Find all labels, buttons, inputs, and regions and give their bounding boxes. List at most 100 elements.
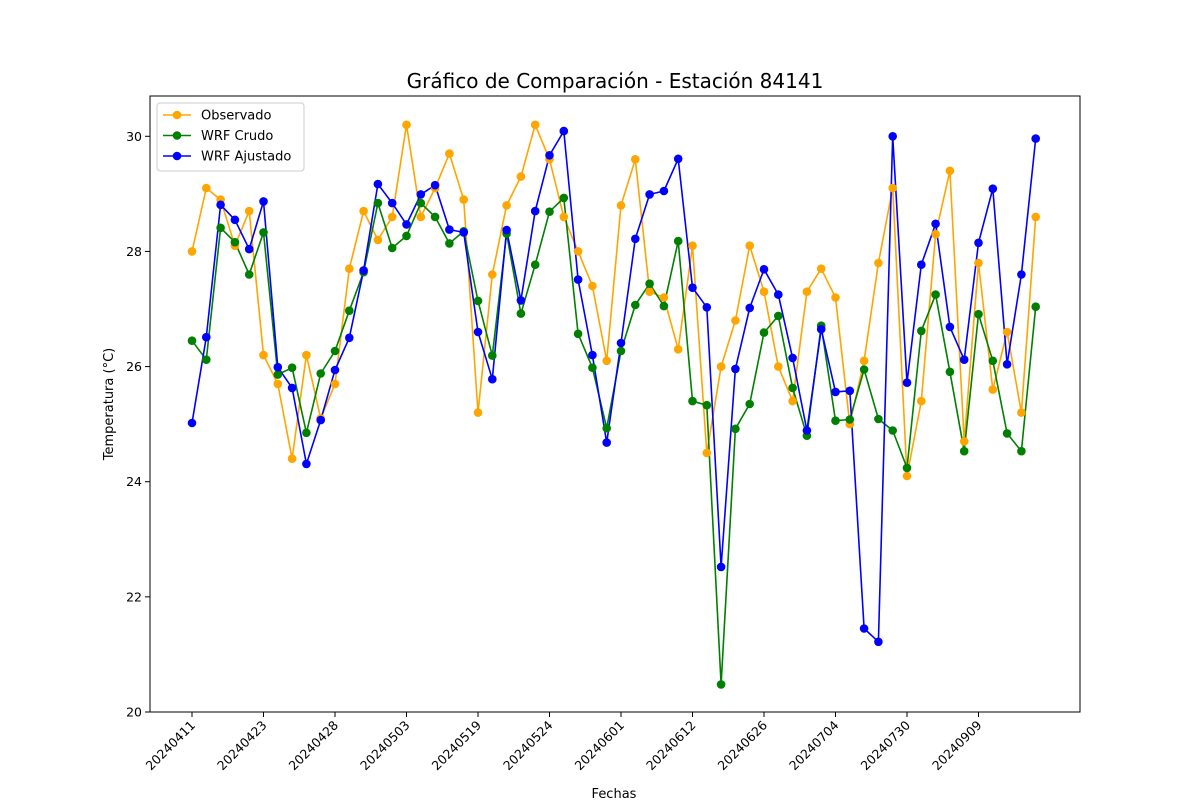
data-point <box>974 238 983 248</box>
legend-entry-label: Observado <box>201 109 272 124</box>
data-point <box>959 446 969 456</box>
legend-entry-label: WRF Ajustado <box>201 150 291 165</box>
data-point <box>488 351 497 360</box>
data-point <box>702 400 712 410</box>
data-point <box>516 172 526 181</box>
data-point <box>402 231 411 241</box>
data-point <box>874 258 883 268</box>
x-axis: 20240411 20240423 20240428 20240503 20240519… <box>143 712 985 773</box>
data-point <box>788 396 797 406</box>
data-point <box>1017 408 1026 417</box>
data-point <box>602 423 611 433</box>
data-point <box>345 264 354 274</box>
data-point <box>945 367 955 377</box>
data-point <box>616 201 626 210</box>
data-point <box>316 369 326 378</box>
data-point <box>1031 134 1040 143</box>
data-point <box>259 350 268 360</box>
data-point <box>645 190 654 199</box>
data-point <box>373 179 383 189</box>
data-point <box>302 459 311 469</box>
y-tick-label: 26 <box>126 359 142 374</box>
series-line-2 <box>191 130 1037 643</box>
data-point <box>974 258 983 268</box>
x-tick-label: 20240730 <box>858 717 914 773</box>
data-point <box>387 243 397 253</box>
data-point <box>588 350 597 360</box>
data-point <box>616 346 626 356</box>
data-point <box>230 237 240 247</box>
data-point <box>244 270 254 279</box>
data-point <box>473 327 483 337</box>
data-point <box>859 365 869 374</box>
data-point <box>788 353 797 363</box>
data-point <box>473 408 483 417</box>
data-point <box>831 293 840 302</box>
data-point <box>345 333 354 343</box>
data-point <box>187 418 197 428</box>
data-point <box>259 197 268 206</box>
x-tick-label: 20240519 <box>429 717 485 773</box>
y-axis-label: Temperatura (°C) <box>102 348 117 461</box>
data-point <box>430 180 440 190</box>
data-point <box>345 306 354 316</box>
data-point <box>673 154 683 164</box>
data-point <box>816 324 826 334</box>
data-point <box>688 283 697 293</box>
data-point <box>445 149 454 158</box>
data-point <box>631 300 640 310</box>
data-point <box>1002 327 1012 337</box>
data-point <box>731 316 740 325</box>
data-point <box>931 290 940 299</box>
data-point <box>731 364 740 374</box>
data-point <box>645 287 654 297</box>
data-point <box>745 399 754 409</box>
legend-box <box>156 102 305 172</box>
data-point <box>588 363 597 373</box>
legend-entry-label: WRF Crudo <box>201 129 273 144</box>
data-point <box>244 244 254 254</box>
data-point <box>774 311 783 321</box>
data-point <box>316 415 326 425</box>
data-point <box>202 183 211 193</box>
legend-swatch-marker <box>172 110 182 120</box>
data-point <box>516 309 526 318</box>
data-point <box>816 264 826 274</box>
data-point <box>330 379 340 389</box>
data-point <box>888 183 897 193</box>
chart-title: Gráfico de Comparación - Estación 84141 <box>407 69 824 93</box>
data-point <box>774 290 783 299</box>
data-point <box>988 184 998 193</box>
y-axis: 20 22 24 26 28 30 <box>126 129 150 720</box>
data-point <box>530 260 540 270</box>
legend: Observado WRF Crudo WRF Ajustado <box>156 102 305 172</box>
data-point <box>302 350 311 360</box>
data-point <box>559 193 569 203</box>
data-point <box>545 151 554 160</box>
data-point <box>831 387 840 397</box>
data-point <box>759 328 769 337</box>
data-point <box>330 365 340 375</box>
data-point <box>659 293 669 302</box>
series-markers <box>187 120 1040 689</box>
data-point <box>459 228 469 237</box>
data-point <box>259 228 268 237</box>
data-point <box>573 275 583 284</box>
data-point <box>716 362 726 371</box>
data-point <box>859 624 869 633</box>
data-point <box>373 235 383 245</box>
data-point <box>931 219 940 229</box>
data-point <box>702 303 712 312</box>
data-point <box>359 266 368 275</box>
data-point <box>202 355 211 365</box>
y-tick-label: 28 <box>126 244 142 259</box>
data-point <box>602 438 611 447</box>
data-point <box>202 332 211 342</box>
data-point <box>387 198 397 208</box>
data-point <box>974 309 983 319</box>
legend-swatch-marker <box>172 151 182 161</box>
data-point <box>845 386 855 396</box>
x-tick-label: 20240909 <box>929 717 985 773</box>
data-point <box>1017 270 1026 279</box>
